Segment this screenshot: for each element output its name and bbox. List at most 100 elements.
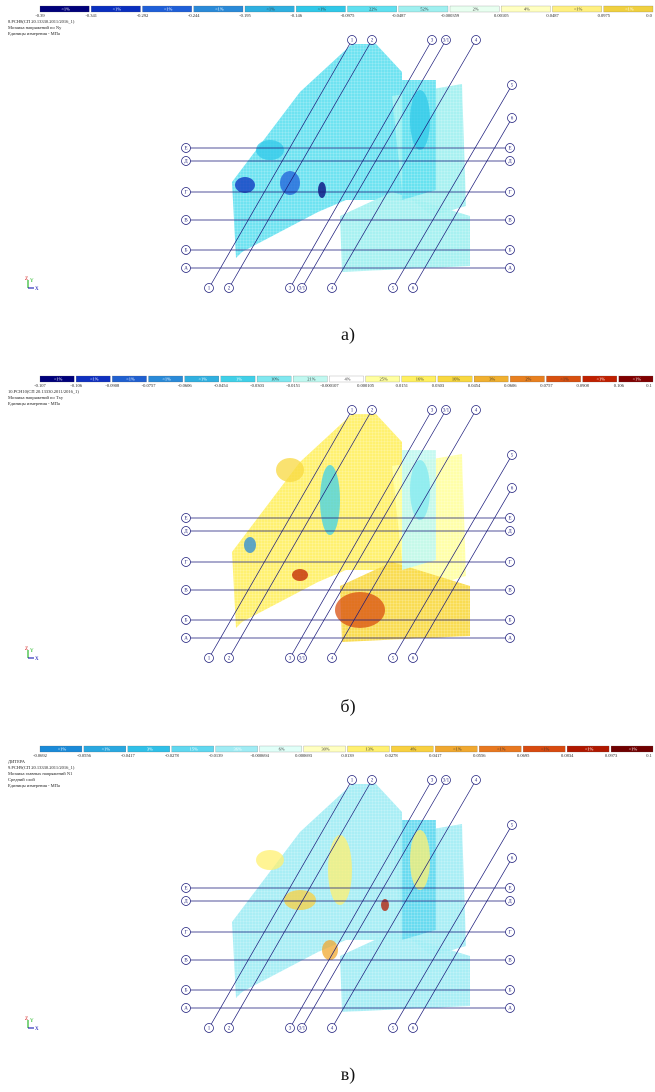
- legend-percent: <1%: [102, 747, 111, 752]
- legend-percent: <1%: [625, 7, 634, 12]
- axis-bubble: [367, 775, 377, 785]
- legend-value: -0.341: [85, 13, 97, 18]
- axis-bubble: [505, 585, 515, 595]
- axis-label: 6: [511, 487, 514, 492]
- legend-value: 0.0695: [517, 753, 530, 758]
- axis-label: 1: [351, 39, 354, 44]
- structure-mesh: [232, 784, 402, 998]
- axis-bubble: [471, 35, 481, 45]
- legend-percent: <1%: [596, 377, 605, 382]
- axis-bubble: [181, 263, 191, 273]
- axis-bubble: [181, 215, 191, 225]
- structure-mesh: [232, 414, 402, 628]
- axis-bubble: [297, 283, 307, 293]
- legend-percent: 2%: [525, 377, 531, 382]
- stress-zone: [280, 171, 300, 195]
- legend-value: 0.0278: [385, 753, 398, 758]
- legend-value: -0.106: [70, 383, 82, 388]
- axis-bubble: [181, 187, 191, 197]
- axis-label: А: [508, 637, 512, 642]
- legend-value: 0.0834: [561, 753, 574, 758]
- grid-axis: [412, 117, 513, 289]
- axis-label: 5: [511, 824, 514, 829]
- axis-label: 3: [431, 409, 434, 414]
- legend-value: 0.1: [646, 753, 652, 758]
- grid-axis: [392, 824, 513, 1029]
- axis-label: Д: [508, 530, 512, 535]
- axis-label: Е: [508, 517, 511, 522]
- legend-swatch: [184, 375, 219, 383]
- legend-swatch: [435, 745, 478, 753]
- caption: а): [341, 324, 355, 345]
- legend-percent: 16%: [416, 377, 425, 382]
- axis-label: 3/1: [299, 657, 306, 662]
- axis-label: 5: [511, 84, 514, 89]
- axis-label: 6: [412, 287, 415, 292]
- grid-axis: [301, 39, 447, 289]
- header-line: Единицы измерения - МПа: [8, 783, 60, 788]
- legend-swatch: [259, 745, 302, 753]
- axis-label: Г: [185, 931, 188, 936]
- axis-icon-label: Z: [25, 277, 28, 282]
- legend-swatch: [39, 5, 90, 13]
- legend-value: -0.107: [34, 383, 46, 388]
- legend-value: -0.195: [239, 13, 251, 18]
- legend-swatch: [501, 5, 551, 13]
- legend-percent: <1%: [90, 377, 99, 382]
- grid-axis: [289, 39, 433, 289]
- legend-swatch: [91, 5, 141, 13]
- axis-bubble: [204, 653, 214, 663]
- axis-label: 3: [289, 657, 292, 662]
- legend-percent: <1%: [629, 747, 638, 752]
- axis-label: В: [508, 219, 512, 224]
- axis-label: 2: [371, 39, 374, 44]
- axis-bubble: [505, 557, 515, 567]
- legend-value: 0.00105: [494, 13, 509, 18]
- axis-bubble: [471, 405, 481, 415]
- legend-value: 0.0975: [598, 13, 611, 18]
- axis-bubble: [388, 283, 398, 293]
- header-line: ДИТЕРА: [8, 759, 26, 764]
- legend-swatch: [215, 745, 258, 753]
- axis-bubble: [327, 653, 337, 663]
- axis-label: 3/1: [443, 39, 450, 44]
- grid-axis: [412, 487, 513, 659]
- axis-bubble: [408, 653, 418, 663]
- axis-label: А: [184, 267, 188, 272]
- structure-mesh: [232, 44, 402, 258]
- legend-value: 0.0973: [605, 753, 618, 758]
- legend-value: 0.0303: [432, 383, 445, 388]
- axis-bubble: [505, 526, 515, 536]
- axis-label: 3: [289, 287, 292, 292]
- axis-label: Е: [508, 147, 511, 152]
- stress-zone: [276, 458, 304, 482]
- panel: <1% <1% <1% <1% <1% <1% 22% 52% 2% 4% <1% <1% -0.39 -…: [8, 5, 654, 345]
- header-line: Мозаика напряжений по Txy: [8, 395, 64, 400]
- legend-value: -0.000359: [441, 13, 460, 18]
- axis-label: Д: [184, 530, 188, 535]
- legend-swatch: [112, 375, 147, 383]
- axis-label: Б: [509, 989, 512, 994]
- axis-bubble: [347, 35, 357, 45]
- axis-bubble: [441, 35, 451, 45]
- axis-label: В: [508, 589, 512, 594]
- axis-bubble: [427, 775, 437, 785]
- grid-axis: [289, 779, 433, 1029]
- legend-swatch: [293, 375, 328, 383]
- legend-percent: 3%: [147, 747, 153, 752]
- legend-value: -0.0692: [33, 753, 47, 758]
- axis-bubble: [427, 35, 437, 45]
- axis-icon-label: Z: [25, 647, 28, 652]
- legend-swatch: [610, 745, 654, 753]
- stress-zone: [410, 90, 430, 150]
- legend-value: 0.0139: [341, 753, 354, 758]
- legend-swatch: [401, 375, 437, 383]
- legend-value: 0.0: [646, 13, 652, 18]
- legend-swatch: [347, 5, 397, 13]
- axis-label: В: [184, 959, 188, 964]
- axis-label: 6: [412, 1027, 415, 1032]
- axis-label: 3/1: [443, 779, 450, 784]
- grid-axis: [392, 84, 513, 289]
- header-line: 10.РСН10(СП 20.13330.2011/2016_1): [8, 389, 79, 394]
- legend-swatch: [171, 745, 214, 753]
